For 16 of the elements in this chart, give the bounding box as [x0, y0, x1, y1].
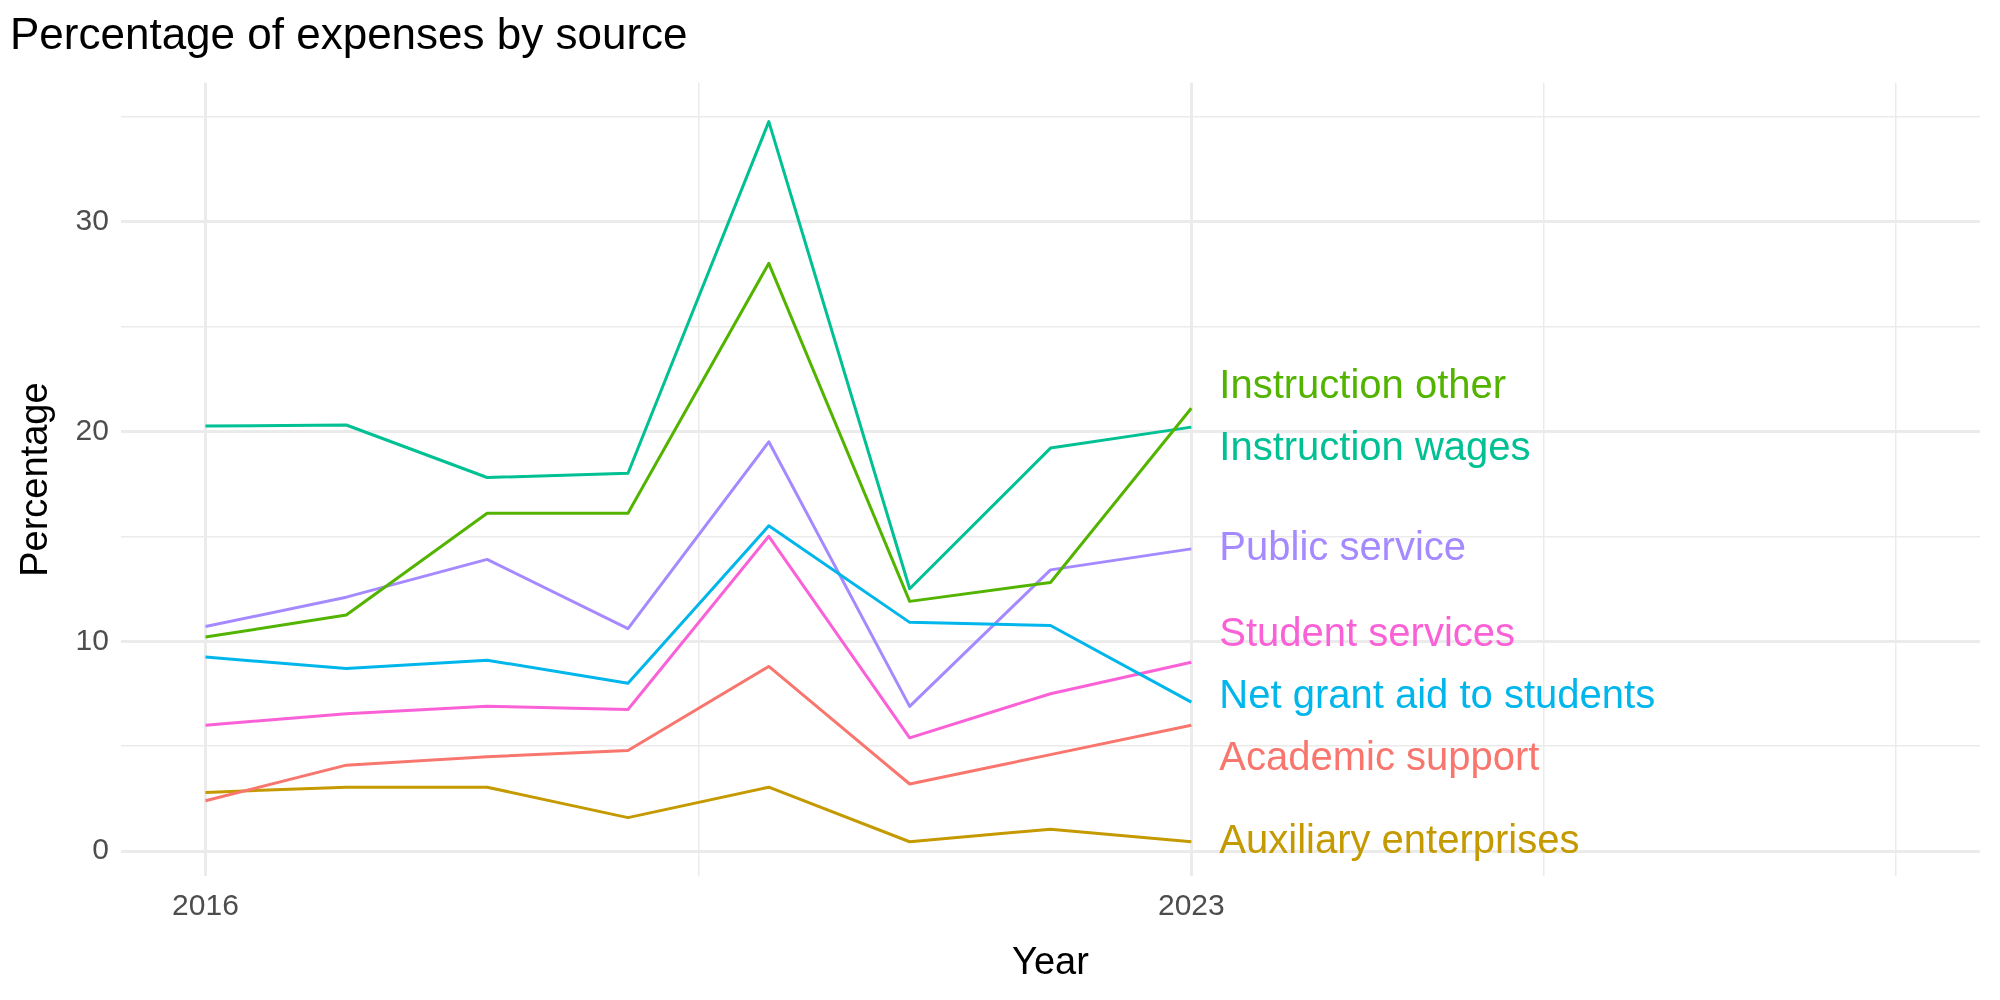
y-tick-label: 30	[75, 202, 109, 236]
y-tick-label: 0	[92, 832, 109, 866]
series-label: Academic support	[1219, 733, 1540, 778]
x-tick-label: 2023	[1157, 887, 1225, 921]
y-axis-title: Percentage	[13, 382, 56, 577]
x-tick-label: 2016	[172, 887, 239, 921]
chart-title: Percentage of expenses by source	[10, 8, 688, 58]
series-label: Auxiliary enterprises	[1219, 816, 1580, 861]
series-label: Public service	[1219, 523, 1467, 568]
series-label: Student services	[1219, 609, 1516, 654]
y-tick-label: 20	[75, 412, 109, 446]
x-axis-title: Year	[1012, 939, 1090, 982]
y-tick-label: 10	[75, 622, 109, 656]
series-label: Instruction wages	[1219, 423, 1531, 468]
series-label: Net grant aid to students	[1219, 671, 1656, 716]
series-label: Instruction other	[1219, 361, 1507, 406]
